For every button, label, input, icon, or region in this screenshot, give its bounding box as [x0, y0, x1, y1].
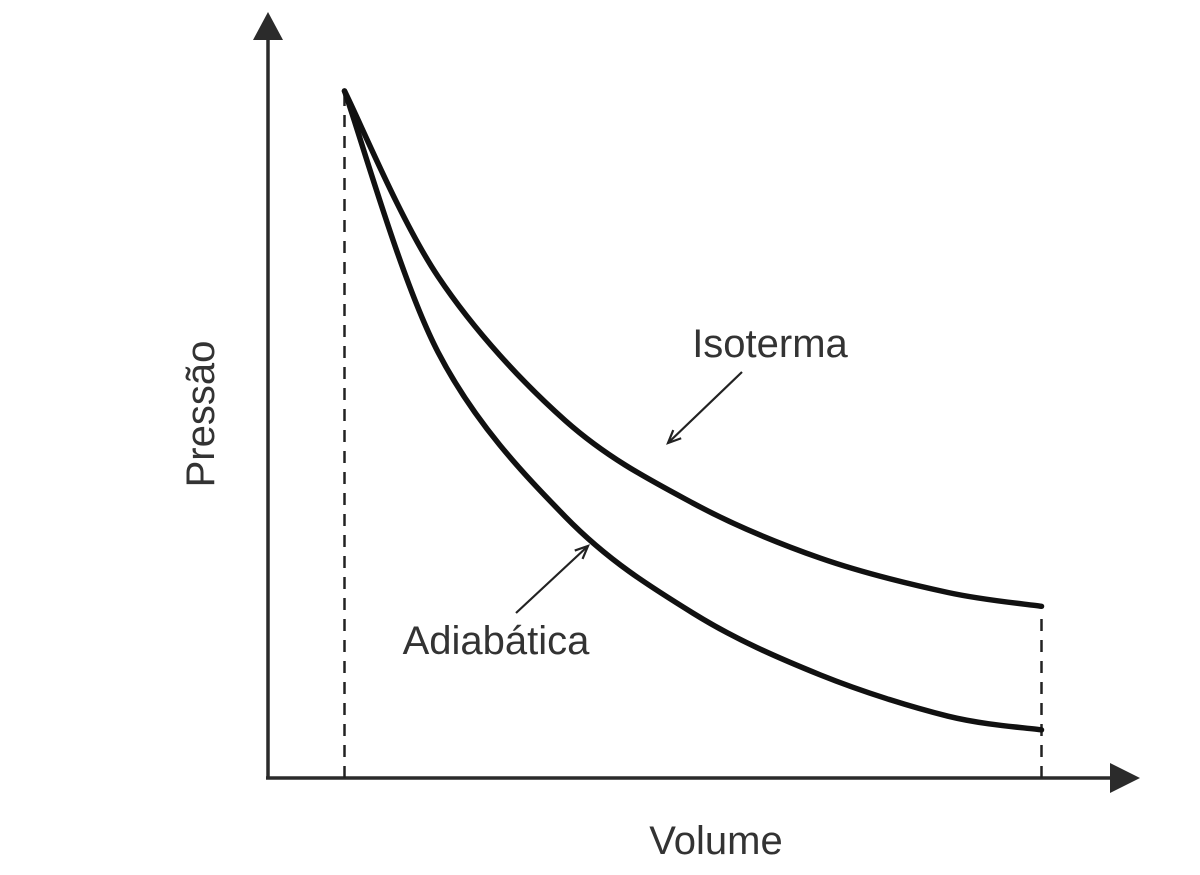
series-curves — [341, 88, 1045, 733]
isoterma-pointer — [666, 371, 743, 445]
y-axis-arrow-icon — [253, 12, 283, 40]
x-axis-label: Volume — [649, 819, 782, 863]
adiabatica-pointer — [515, 544, 590, 614]
series-line-adiabatica — [341, 88, 1045, 733]
annotation-pointers — [515, 371, 743, 614]
dashed-guides — [343, 95, 1043, 778]
y-axis-label: Pressão — [179, 341, 223, 488]
series-line-isoterma — [341, 88, 1045, 610]
axes — [253, 12, 1140, 793]
x-axis-arrow-icon — [1110, 763, 1140, 793]
isoterma-label: Isoterma — [692, 322, 848, 366]
adiabatica-label: Adiabática — [403, 619, 591, 663]
